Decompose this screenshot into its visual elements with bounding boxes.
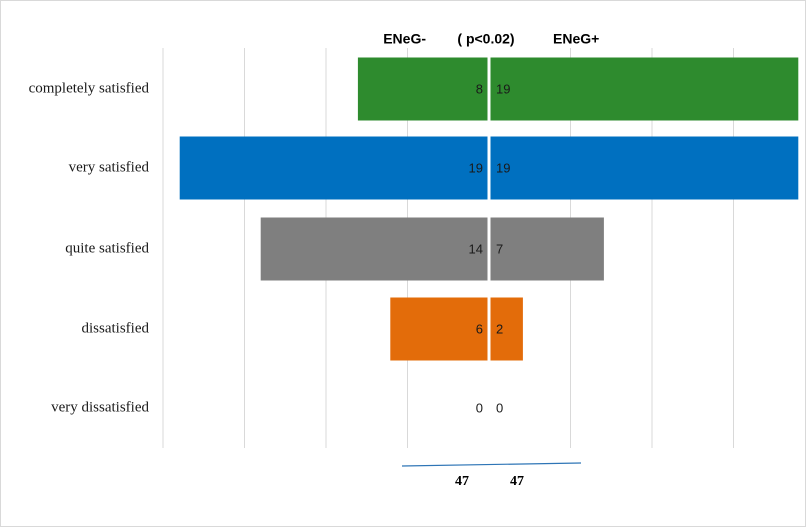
category-label: dissatisfied	[82, 320, 150, 336]
total-right-label: 47	[510, 474, 524, 489]
category-label: quite satisfied	[65, 240, 149, 256]
header-center-label: ( p<0.02)	[457, 31, 514, 47]
bar-right	[490, 217, 604, 281]
category-label: very satisfied	[69, 159, 150, 175]
data-label-left: 6	[476, 321, 483, 336]
data-label-left: 19	[469, 160, 483, 175]
category-label: very dissatisfied	[51, 399, 149, 415]
data-label-right: 7	[496, 241, 503, 256]
header-right-label: ENeG+	[553, 31, 599, 47]
bar-right	[490, 57, 799, 121]
data-label-left: 8	[476, 81, 483, 96]
data-label-left: 0	[476, 400, 483, 415]
totals-line	[401, 462, 582, 467]
category-label: completely satisfied	[29, 80, 150, 96]
bar-right	[490, 136, 799, 200]
data-label-right: 2	[496, 321, 503, 336]
bar-left	[260, 217, 488, 281]
bar-left	[179, 136, 488, 200]
data-label-right: 19	[496, 160, 510, 175]
header-left-label: ENeG-	[383, 31, 426, 47]
data-label-right: 0	[496, 400, 503, 415]
bar-left	[390, 297, 488, 361]
data-label-left: 14	[469, 241, 483, 256]
bar-left	[357, 57, 488, 121]
bar-right	[490, 297, 523, 361]
total-left-label: 47	[455, 474, 469, 489]
data-label-right: 19	[496, 81, 510, 96]
